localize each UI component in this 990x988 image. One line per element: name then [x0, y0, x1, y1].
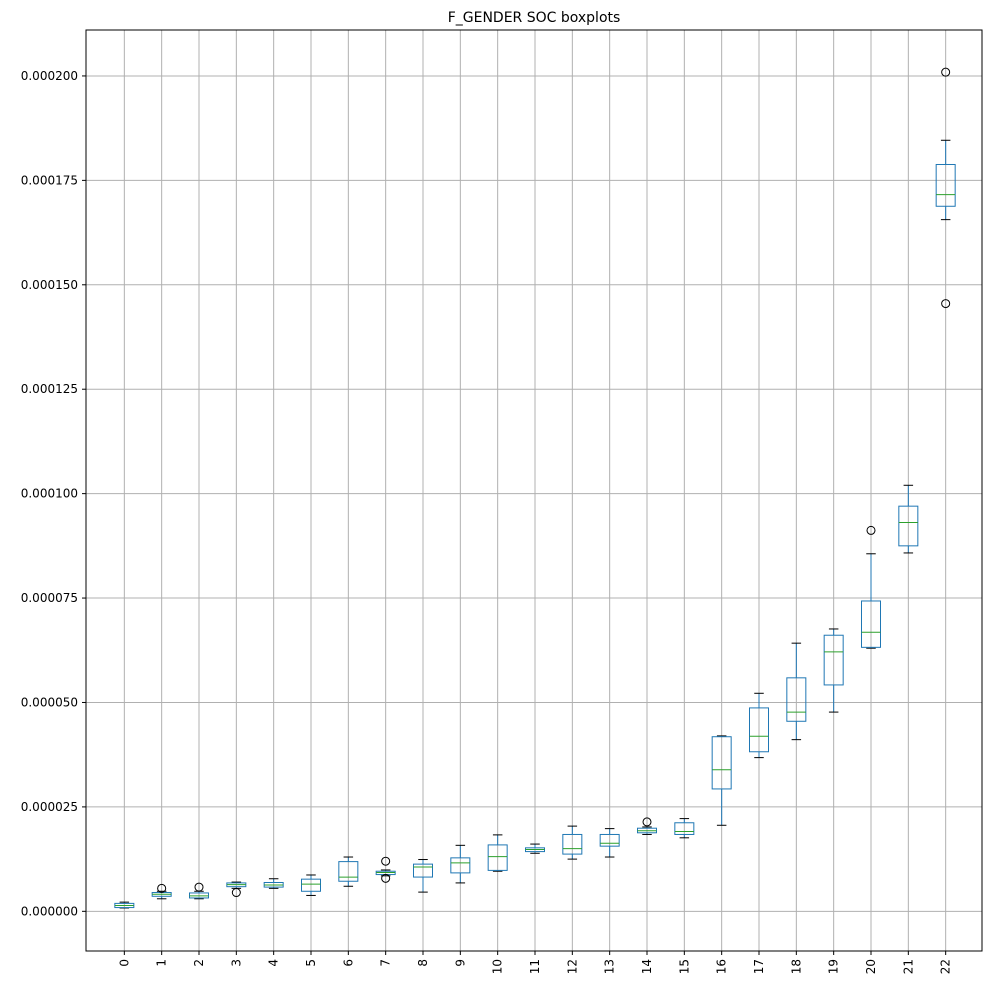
box-16 — [711, 735, 732, 826]
x-tick-label: 6 — [341, 959, 355, 967]
iqr-box — [823, 634, 844, 686]
box-21 — [898, 484, 919, 554]
x-tick-label: 21 — [901, 959, 915, 974]
box-13 — [599, 828, 620, 858]
box-0 — [114, 901, 135, 909]
box-2 — [189, 882, 209, 900]
iqr-box — [487, 844, 508, 871]
box-5 — [301, 874, 321, 896]
iqr-box — [749, 707, 769, 753]
x-tick-label: 2 — [192, 959, 206, 967]
boxes — [114, 67, 956, 909]
box-15 — [674, 818, 695, 839]
box-4 — [263, 878, 284, 889]
iqr-box — [338, 861, 359, 882]
iqr-box — [301, 878, 321, 892]
x-tick-label: 0 — [117, 959, 131, 967]
x-tick-label: 12 — [565, 959, 579, 974]
outlier-point — [231, 888, 241, 898]
x-tick-label: 1 — [155, 959, 169, 967]
box-1 — [151, 883, 172, 900]
y-tick-label: 0.000200 — [21, 69, 78, 83]
y-axis-ticks: 0.000000 0.000025 0.000050 0.000075 0.000100… — [21, 69, 86, 918]
box-7 — [375, 856, 396, 883]
box-18 — [786, 642, 807, 741]
outlier-point — [381, 873, 391, 883]
outlier-point — [194, 882, 204, 892]
x-tick-label: 18 — [789, 959, 803, 974]
x-tick-label: 10 — [491, 959, 505, 974]
chart-title: F_GENDER SOC boxplots — [448, 10, 621, 26]
iqr-box — [898, 505, 919, 547]
box-3 — [226, 881, 247, 898]
box-9 — [450, 844, 471, 884]
x-tick-label: 14 — [640, 959, 654, 974]
y-tick-label: 0.000175 — [21, 173, 78, 187]
iqr-box — [935, 163, 956, 207]
x-tick-label: 5 — [304, 959, 318, 967]
x-tick-label: 11 — [528, 959, 542, 974]
outlier-point — [642, 817, 652, 827]
outlier-point — [157, 883, 167, 893]
iqr-box — [450, 857, 471, 874]
x-axis-ticks: 0 1 2 3 4 5 6 7 8 9 10 11 12 13 14 15 16 17 18 19 20 21 22 — [117, 951, 953, 974]
grid-lines — [86, 30, 982, 951]
x-tick-label: 19 — [827, 959, 841, 974]
x-tick-label: 13 — [603, 959, 617, 974]
x-tick-label: 4 — [267, 959, 281, 967]
iqr-box — [861, 600, 881, 648]
iqr-box — [711, 736, 732, 790]
y-tick-label: 0.000100 — [21, 487, 78, 501]
outlier-point — [866, 525, 876, 535]
x-tick-label: 15 — [677, 959, 691, 974]
y-tick-label: 0.000150 — [21, 278, 78, 292]
y-tick-label: 0.000000 — [21, 904, 78, 918]
iqr-box — [599, 833, 620, 847]
x-tick-label: 17 — [752, 959, 766, 974]
y-tick-label: 0.000075 — [21, 591, 78, 605]
y-tick-label: 0.000025 — [21, 800, 78, 814]
outlier-point — [941, 299, 951, 309]
iqr-box — [786, 677, 807, 722]
iqr-box — [413, 863, 433, 878]
y-tick-label: 0.000125 — [21, 382, 78, 396]
x-tick-label: 16 — [715, 959, 729, 974]
box-19 — [823, 628, 844, 713]
box-12 — [562, 825, 583, 860]
y-tick-label: 0.000050 — [21, 695, 78, 709]
iqr-box — [674, 822, 695, 835]
box-22 — [935, 67, 956, 309]
x-tick-label: 20 — [864, 959, 878, 974]
x-tick-label: 22 — [939, 959, 953, 974]
box-6 — [338, 856, 359, 887]
x-tick-label: 8 — [416, 959, 430, 967]
box-20 — [861, 525, 881, 649]
x-tick-label: 7 — [379, 959, 393, 967]
outlier-point — [941, 67, 951, 77]
box-11 — [525, 843, 545, 854]
iqr-box — [562, 833, 583, 855]
box-10 — [487, 834, 508, 872]
box-8 — [413, 859, 433, 893]
box-17 — [749, 692, 769, 759]
x-tick-label: 3 — [229, 959, 243, 967]
outlier-point — [381, 856, 391, 866]
box-14 — [637, 817, 657, 835]
x-tick-label: 9 — [453, 959, 467, 967]
plot-frame — [85, 29, 983, 952]
